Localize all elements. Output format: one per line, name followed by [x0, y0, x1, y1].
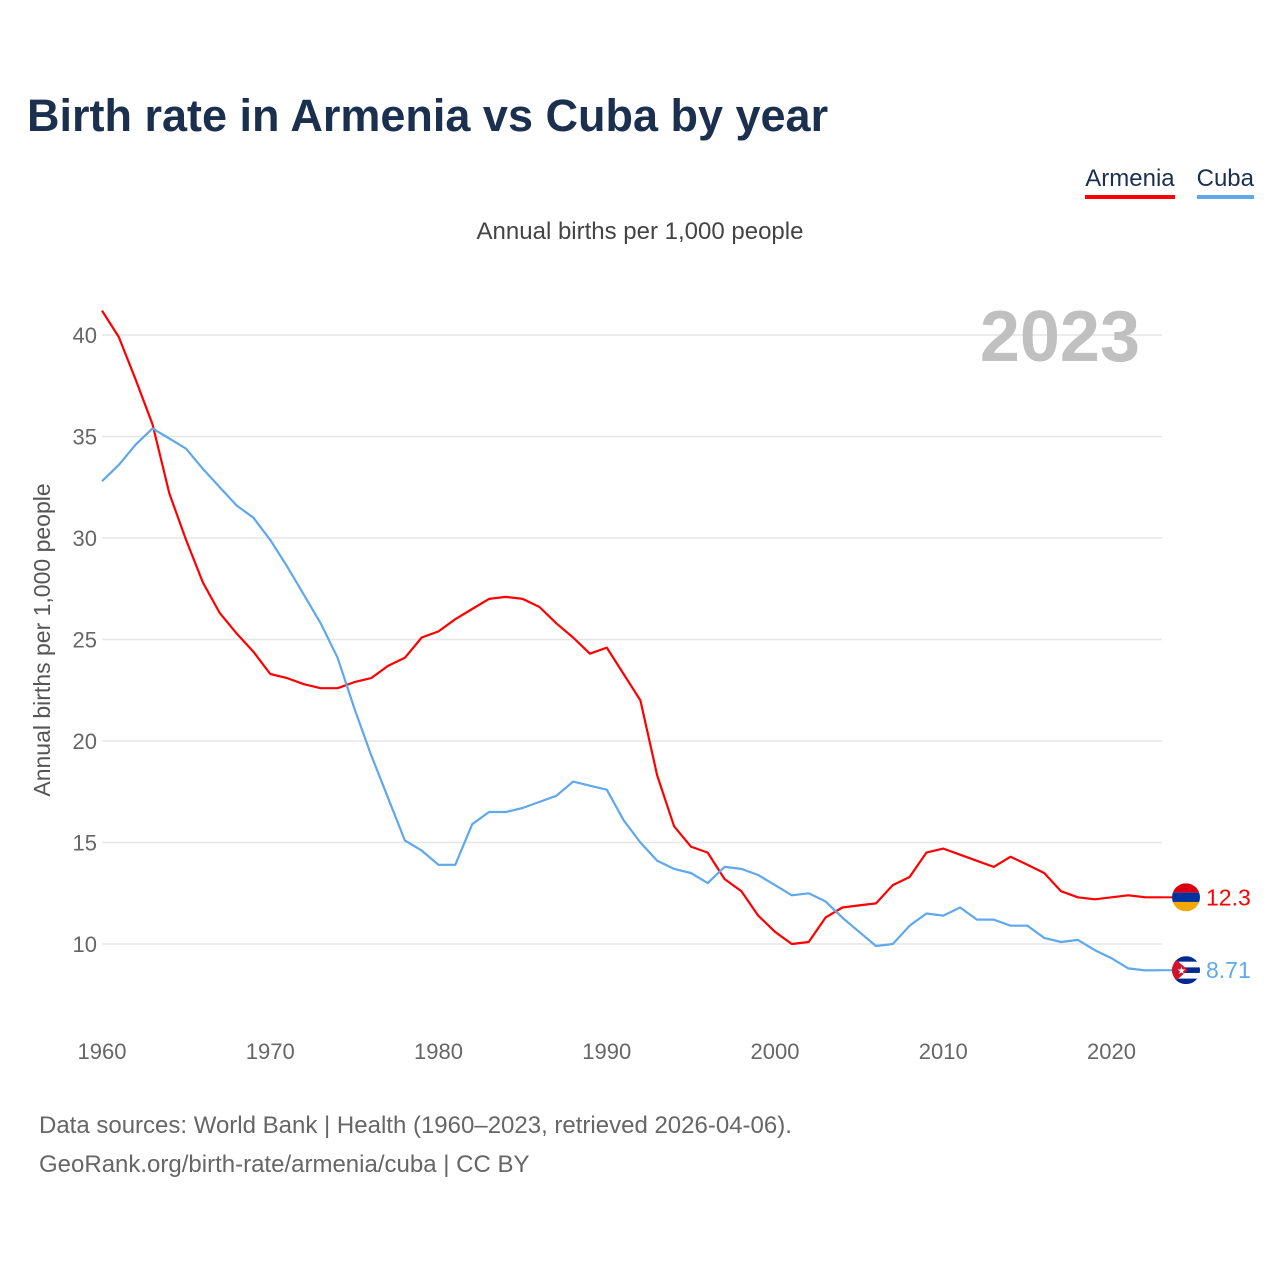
- x-tick-label: 1970: [246, 1039, 295, 1064]
- series-line-cuba: [101, 427, 1163, 972]
- data-source: Data sources: World Bank | Health (1960–…: [39, 1112, 792, 1139]
- chart-title: Birth rate in Armenia vs Cuba by year: [27, 90, 829, 141]
- x-tick-label: 2010: [919, 1039, 968, 1064]
- footer: Data sources: World Bank | Health (1960–…: [39, 1106, 792, 1184]
- x-tick-label: 1960: [78, 1039, 127, 1064]
- end-value-label-armenia: 12.3: [1206, 884, 1251, 910]
- year-label: 2023: [980, 297, 1140, 377]
- end-value-label-cuba: 8.71: [1206, 957, 1251, 983]
- y-tick-label: 15: [73, 831, 97, 856]
- x-tick-label: 2000: [751, 1039, 800, 1064]
- y-tick-label: 35: [73, 425, 97, 450]
- attribution-link[interactable]: GeoRank.org/birth-rate/armenia/cuba | CC…: [39, 1151, 530, 1178]
- x-tick-label: 1980: [414, 1039, 463, 1064]
- legend-item-cuba[interactable]: Cuba: [1196, 165, 1254, 199]
- y-axis-label: Annual births per 1,000 people: [29, 483, 55, 796]
- x-tick-label: 2020: [1087, 1039, 1136, 1064]
- x-tick-label: 1990: [582, 1039, 631, 1064]
- y-tick-label: 25: [73, 628, 97, 653]
- y-tick-label: 20: [73, 729, 97, 754]
- y-tick-label: 30: [73, 526, 97, 551]
- series-line-armenia: [101, 310, 1162, 946]
- cuba-flag-icon: ★: [1172, 956, 1200, 985]
- chart-subtitle: Annual births per 1,000 people: [476, 218, 804, 245]
- legend-item-armenia[interactable]: Armenia: [1085, 165, 1175, 199]
- legend: Armenia Cuba: [1085, 165, 1254, 199]
- y-tick-label: 10: [73, 932, 97, 957]
- y-tick-label: 40: [73, 323, 97, 348]
- armenia-flag-icon: [1172, 883, 1200, 912]
- svg-text:★: ★: [1177, 966, 1186, 977]
